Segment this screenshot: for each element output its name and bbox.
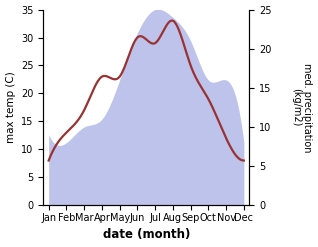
X-axis label: date (month): date (month) [103,228,190,242]
Y-axis label: med. precipitation
(kg/m2): med. precipitation (kg/m2) [291,63,313,152]
Y-axis label: max temp (C): max temp (C) [5,72,16,143]
